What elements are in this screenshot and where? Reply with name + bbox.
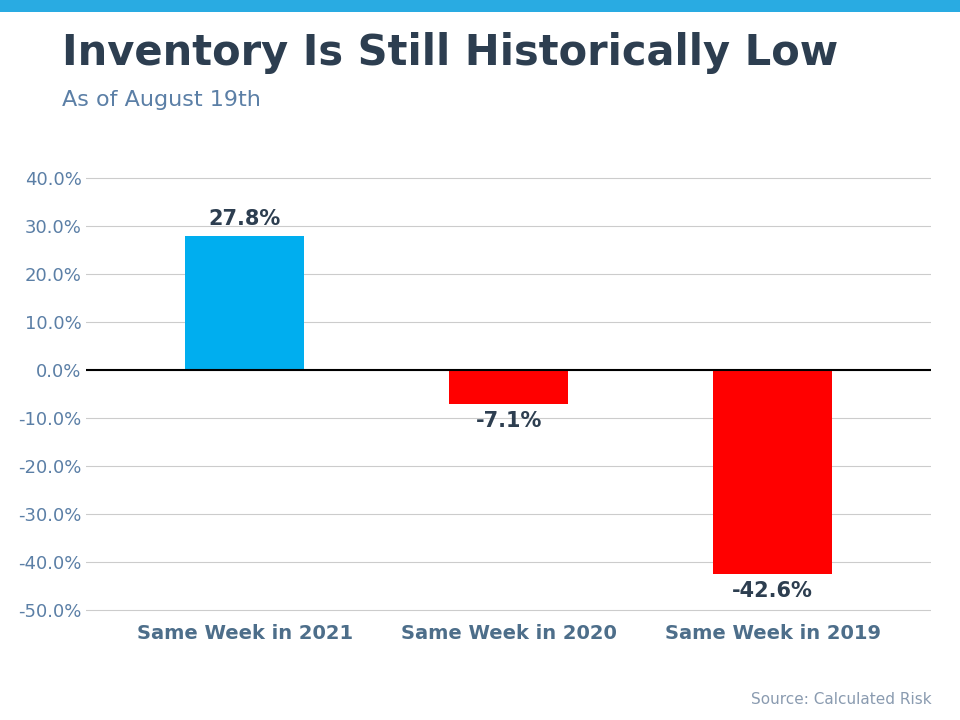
- Text: -42.6%: -42.6%: [732, 581, 813, 601]
- Text: -7.1%: -7.1%: [475, 411, 542, 431]
- Text: Inventory Is Still Historically Low: Inventory Is Still Historically Low: [62, 32, 839, 74]
- Text: As of August 19th: As of August 19th: [62, 90, 261, 110]
- Bar: [713, 369, 832, 574]
- Text: Source: Calculated Risk: Source: Calculated Risk: [751, 692, 931, 707]
- Text: 27.8%: 27.8%: [208, 209, 281, 229]
- Bar: [449, 369, 568, 404]
- Bar: [185, 236, 304, 369]
